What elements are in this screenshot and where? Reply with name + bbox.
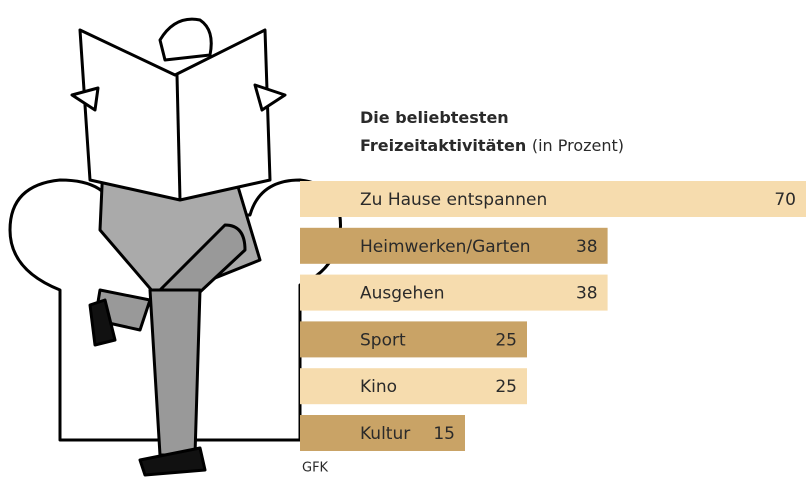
value-label: 25 bbox=[495, 377, 517, 397]
chart-subtitle: (in Prozent) bbox=[532, 136, 624, 155]
category-label: Kino bbox=[360, 377, 397, 397]
category-label: Sport bbox=[360, 330, 406, 350]
value-label: 15 bbox=[433, 424, 455, 444]
value-label: 25 bbox=[495, 330, 517, 350]
source: GFK bbox=[302, 461, 329, 476]
bar bbox=[300, 275, 608, 311]
bar bbox=[300, 368, 527, 404]
category-label: Heimwerken/Garten bbox=[360, 237, 531, 257]
category-label: Ausgehen bbox=[360, 284, 445, 304]
illustration bbox=[10, 19, 341, 475]
value-label: 38 bbox=[576, 284, 598, 304]
chart-title: Die beliebtesten Freizeitaktivitäten (in … bbox=[360, 108, 624, 155]
value-label: 38 bbox=[576, 237, 598, 257]
title-line: Freizeitaktivitäten bbox=[360, 136, 532, 155]
category-label: Kultur bbox=[360, 424, 410, 444]
bar bbox=[300, 321, 527, 357]
chart: Die beliebtesten Freizeitaktivitäten (in … bbox=[0, 0, 806, 480]
category-label: Zu Hause entspannen bbox=[360, 190, 547, 210]
title-line: Die beliebtesten bbox=[360, 108, 509, 127]
value-label: 70 bbox=[774, 190, 796, 210]
page: Die beliebtesten Freizeitaktivitäten (in … bbox=[0, 0, 806, 480]
